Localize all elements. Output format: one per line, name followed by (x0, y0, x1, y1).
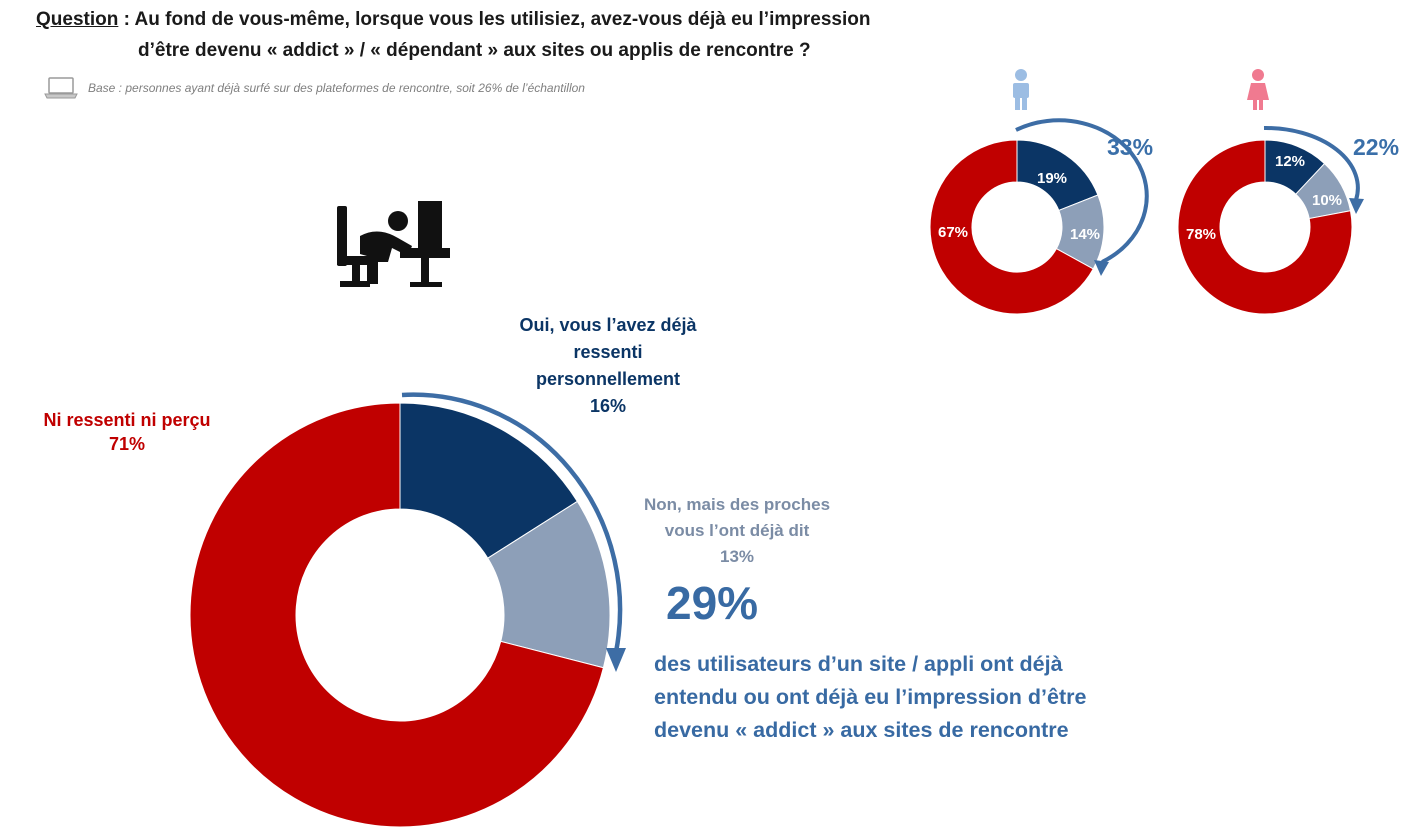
question-line1: : Au fond de vous-même, lorsque vous les… (118, 9, 871, 30)
base-note: Base : personnes ayant déjà surfé sur de… (44, 77, 585, 99)
main-slice-yes (399, 402, 578, 559)
main-total-text-line3: devenu « addict » aux sites de rencontre (654, 718, 1069, 742)
base-text: Base : personnes ayant déjà surfé sur de… (88, 81, 585, 95)
female-value-yes: 12% (1275, 153, 1305, 170)
label-proches-line2: vous l’ont déjà dit (664, 521, 810, 540)
label-yes-line1: Oui, vous l’avez déjà (519, 315, 697, 335)
main-donut (189, 402, 611, 828)
female-value-proches: 10% (1312, 192, 1342, 209)
label-no-line1: Ni ressenti ni perçu (43, 410, 211, 430)
female-slice-no (1177, 139, 1353, 315)
male-figure-icon (1013, 69, 1029, 110)
label-yes: Oui, vous l’avez déjà ressenti personnel… (480, 312, 736, 420)
female-total-arrow (1263, 125, 1360, 201)
question: Question : Au fond de vous-même, lorsque… (36, 4, 996, 66)
male-total-arrow (1015, 118, 1149, 264)
main-slice-no (189, 402, 605, 828)
female-donut (1177, 139, 1353, 315)
female-total: 22% (1353, 134, 1400, 160)
label-no: Ni ressenti ni perçu 71% (22, 408, 232, 456)
male-value-proches: 14% (1070, 226, 1100, 243)
label-yes-line2: ressenti (573, 342, 643, 362)
male-value-yes: 19% (1037, 170, 1067, 187)
male-total-arrowhead (1094, 260, 1109, 276)
main-total-arrow (401, 392, 623, 653)
main-total-text: des utilisateurs d’un site / appli ont d… (654, 648, 1214, 747)
laptop-icon (44, 77, 78, 99)
male-slice-no (929, 139, 1094, 315)
label-proches-value: 13% (719, 547, 755, 566)
main-total-arrowhead (606, 648, 626, 672)
label-no-value: 71% (108, 434, 146, 454)
female-figure-icon (1247, 69, 1269, 110)
main-total-text-line1: des utilisateurs d’un site / appli ont d… (654, 652, 1063, 676)
person-at-computer-icon (337, 201, 450, 287)
main-total-text-line2: entendu ou ont déjà eu l’impression d’êt… (654, 685, 1087, 709)
label-yes-line3: personnellement (535, 369, 681, 389)
male-total: 33% (1107, 134, 1154, 160)
label-proches: Non, mais des proches vous l’ont déjà di… (612, 492, 862, 570)
question-line2: d’être devenu « addict » / « dépendant »… (138, 40, 811, 61)
main-total-percent: 29% (666, 577, 759, 629)
male-donut (929, 139, 1105, 315)
male-value-no: 67% (938, 224, 968, 241)
female-value-no: 78% (1186, 226, 1216, 243)
female-total-arrowhead (1349, 198, 1364, 214)
question-label: Question (36, 9, 119, 30)
label-yes-value: 16% (589, 396, 627, 416)
label-proches-line1: Non, mais des proches (643, 495, 831, 514)
